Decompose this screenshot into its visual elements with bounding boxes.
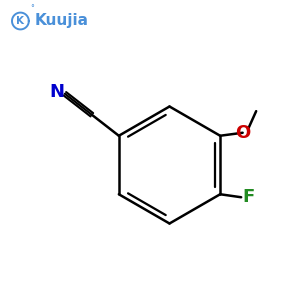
Text: O: O [235, 124, 250, 142]
Text: Kuujia: Kuujia [34, 13, 88, 28]
Text: K: K [16, 16, 24, 26]
Text: N: N [50, 82, 64, 100]
Text: °: ° [31, 4, 34, 14]
Text: F: F [243, 188, 255, 206]
